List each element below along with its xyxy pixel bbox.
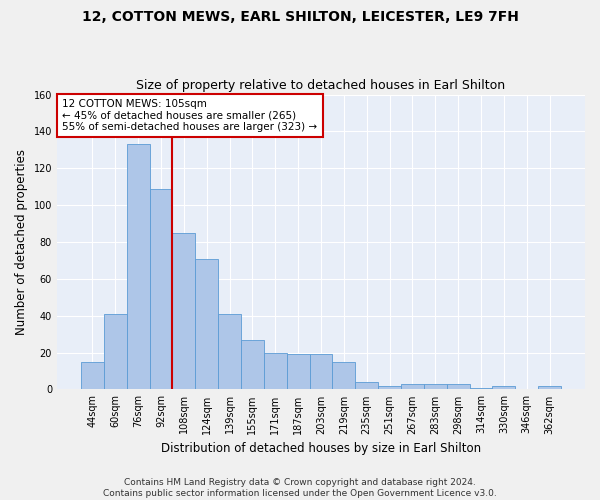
X-axis label: Distribution of detached houses by size in Earl Shilton: Distribution of detached houses by size …	[161, 442, 481, 455]
Bar	[172, 233, 195, 390]
Bar	[332, 362, 355, 390]
Bar	[287, 354, 310, 390]
Bar	[424, 384, 446, 390]
Text: 12 COTTON MEWS: 105sqm
← 45% of detached houses are smaller (265)
55% of semi-de: 12 COTTON MEWS: 105sqm ← 45% of detached…	[62, 99, 317, 132]
Bar	[104, 314, 127, 390]
Y-axis label: Number of detached properties: Number of detached properties	[15, 149, 28, 335]
Bar	[195, 258, 218, 390]
Bar	[310, 354, 332, 390]
Bar	[446, 384, 470, 390]
Bar	[538, 386, 561, 390]
Bar	[218, 314, 241, 390]
Text: 12, COTTON MEWS, EARL SHILTON, LEICESTER, LE9 7FH: 12, COTTON MEWS, EARL SHILTON, LEICESTER…	[82, 10, 518, 24]
Bar	[241, 340, 264, 390]
Bar	[493, 386, 515, 390]
Bar	[401, 384, 424, 390]
Bar	[355, 382, 378, 390]
Bar	[470, 388, 493, 390]
Bar	[264, 352, 287, 390]
Text: Contains HM Land Registry data © Crown copyright and database right 2024.
Contai: Contains HM Land Registry data © Crown c…	[103, 478, 497, 498]
Bar	[127, 144, 149, 390]
Bar	[81, 362, 104, 390]
Bar	[149, 188, 172, 390]
Bar	[378, 386, 401, 390]
Title: Size of property relative to detached houses in Earl Shilton: Size of property relative to detached ho…	[136, 79, 506, 92]
